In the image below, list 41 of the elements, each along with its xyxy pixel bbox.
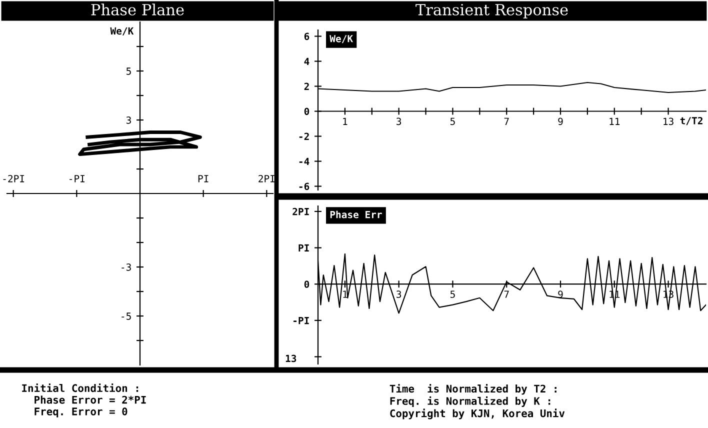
x-tick-label: 11 (610, 118, 620, 125)
y-tick-label: 2PI (292, 208, 309, 216)
y-tick-label: -6 (299, 182, 310, 190)
x-tick-label: PI (198, 175, 208, 182)
text: Time is Normalized by T2 : (390, 384, 556, 395)
y-tick-label: -PI (294, 317, 309, 324)
y-axis-title: Phase Err (330, 210, 382, 218)
x-tick-label: 3 (396, 290, 402, 298)
chart-title: Phase Plane (91, 4, 184, 16)
x-axis-title: t/T2 (680, 116, 702, 126)
y-tick-label: PI (298, 244, 309, 252)
y-tick-label: -2 (299, 132, 309, 140)
text: Freq. is Normalized by K : (390, 396, 550, 407)
text: Phase Error = 2*PI (34, 396, 146, 404)
y-tick-label: -4 (299, 158, 310, 165)
y-tick-label: -3 (122, 264, 131, 271)
y-tick-label: 0 (304, 108, 310, 116)
text: 13 (286, 354, 296, 362)
x-tick-label: 5 (450, 118, 455, 126)
x-tick-label: -2PI (3, 174, 24, 182)
x-tick-label: 1 (343, 118, 348, 125)
x-tick-label: 2PI (258, 174, 274, 182)
y-tick-label: 5 (126, 68, 131, 75)
y-tick-label: 4 (304, 58, 310, 65)
x-tick-label: 9 (558, 118, 563, 126)
y-axis-title: We/K (110, 27, 134, 36)
x-tick-label: 13 (664, 118, 674, 126)
chart-title: Transient Response (416, 4, 568, 18)
y-tick-label: 2 (304, 82, 309, 90)
x-tick-label: 3 (396, 118, 402, 126)
x-tick-label: 7 (504, 290, 509, 298)
y-tick-label: -5 (122, 312, 131, 320)
x-tick-label: 7 (504, 118, 509, 125)
x-tick-label: 5 (450, 290, 455, 298)
text: Initial Condition : (22, 383, 138, 392)
y-axis-title: We/K (330, 35, 354, 44)
x-tick-label: -PI (70, 175, 84, 182)
y-tick-label: 0 (304, 280, 310, 288)
text: Copyright by KJN, Korea Univ (390, 408, 565, 420)
y-tick-label: 6 (304, 32, 310, 40)
text: Freq. Error = 0 (34, 408, 128, 418)
